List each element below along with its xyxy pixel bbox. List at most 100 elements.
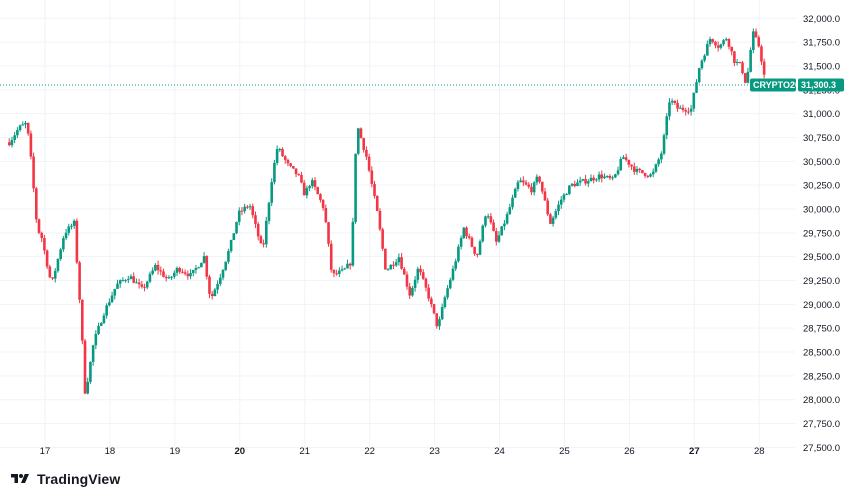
candle-body [221, 269, 225, 278]
candle-body [489, 216, 493, 223]
candle-body [730, 46, 733, 52]
candle-body [256, 223, 260, 237]
candle-body [719, 44, 723, 48]
candle-body [348, 263, 352, 266]
tradingview-branding[interactable]: TradingView [8, 470, 120, 488]
candle-body [283, 156, 287, 160]
candle-body [703, 55, 706, 61]
candle-body [338, 270, 341, 274]
candle-body [497, 235, 501, 242]
candle-body [43, 238, 46, 251]
candle-body [681, 107, 685, 111]
candle-body [540, 181, 544, 192]
candle-body [278, 148, 282, 150]
candle-body [448, 279, 452, 289]
candle-body [83, 340, 87, 394]
candle-body [292, 166, 295, 169]
candle-body [113, 288, 117, 296]
candle-body [584, 179, 587, 184]
candle-body [13, 135, 16, 140]
candle-body [451, 268, 455, 280]
candle-body [443, 297, 447, 308]
candle-body [86, 381, 90, 394]
time-axis[interactable]: 17 18 19 20 21 22 23 24 25 26 27 28 [40, 446, 765, 457]
candle-body [676, 102, 679, 109]
candle-body [511, 197, 514, 208]
candle-body [194, 268, 198, 270]
candle-body [135, 282, 138, 284]
candle-body [178, 268, 182, 272]
candle-body [202, 256, 206, 263]
candle-body [108, 302, 111, 306]
candle-body [340, 269, 344, 271]
candle-body [224, 261, 228, 270]
candle-body [635, 168, 639, 172]
candle-body [600, 174, 604, 179]
candle-body [700, 60, 704, 69]
candlestick-series [7, 28, 766, 395]
candle-body [29, 133, 33, 157]
candle-body [48, 266, 52, 278]
price-tick-label: 31,750.0 [803, 38, 840, 49]
candle-body [59, 249, 62, 259]
candle-body [589, 177, 593, 182]
candle-body [505, 214, 509, 224]
candle-body [695, 82, 698, 93]
price-tick-label: 28,000.0 [803, 395, 840, 406]
candle-body [735, 61, 739, 63]
candle-body [251, 206, 255, 216]
candle-body [324, 208, 328, 223]
candle-body [549, 214, 552, 224]
candle-body [332, 269, 336, 274]
candle-body [524, 182, 528, 185]
candle-body [405, 274, 409, 287]
candle-body [154, 264, 157, 271]
candle-body [605, 175, 609, 177]
candle-body [16, 130, 19, 136]
candle-body [538, 176, 541, 182]
candle-body [481, 225, 485, 242]
candle-body [205, 256, 209, 277]
candle-body [89, 361, 92, 382]
candle-body [632, 166, 636, 172]
candle-body [749, 49, 752, 72]
time-tick-label: 18 [105, 446, 116, 457]
candle-body [56, 258, 60, 271]
candle-body [319, 194, 322, 201]
candle-body [121, 280, 125, 282]
candle-body [627, 159, 631, 165]
price-tick-label: 29,750.0 [803, 228, 840, 239]
candle-body [678, 107, 682, 109]
candle-body [608, 175, 612, 179]
candle-body [213, 289, 217, 297]
candle-body [110, 295, 114, 303]
candle-body [616, 170, 620, 175]
candle-body [32, 156, 35, 189]
candle-body [183, 272, 187, 274]
candle-body [118, 280, 122, 284]
candle-body [362, 138, 366, 150]
candle-body [760, 46, 763, 62]
candle-body [714, 41, 717, 46]
candle-body [354, 153, 357, 222]
candle-body [127, 279, 130, 281]
candle-body [446, 288, 449, 298]
candle-body [137, 282, 141, 285]
candle-body [727, 39, 731, 47]
candle-body [259, 236, 263, 244]
candle-body [492, 222, 495, 232]
candle-body [741, 62, 744, 74]
candle-body [557, 204, 560, 212]
candle-body [227, 251, 230, 262]
candle-body [64, 232, 68, 239]
candle-body [208, 276, 211, 294]
candle-body [430, 298, 433, 305]
candle-body [503, 223, 506, 227]
candle-body [416, 268, 420, 280]
price-label: 31,300.3 [801, 80, 836, 90]
candle-body [313, 180, 317, 188]
candle-body [697, 68, 701, 83]
candle-body [346, 263, 349, 269]
candle-body [427, 287, 430, 299]
